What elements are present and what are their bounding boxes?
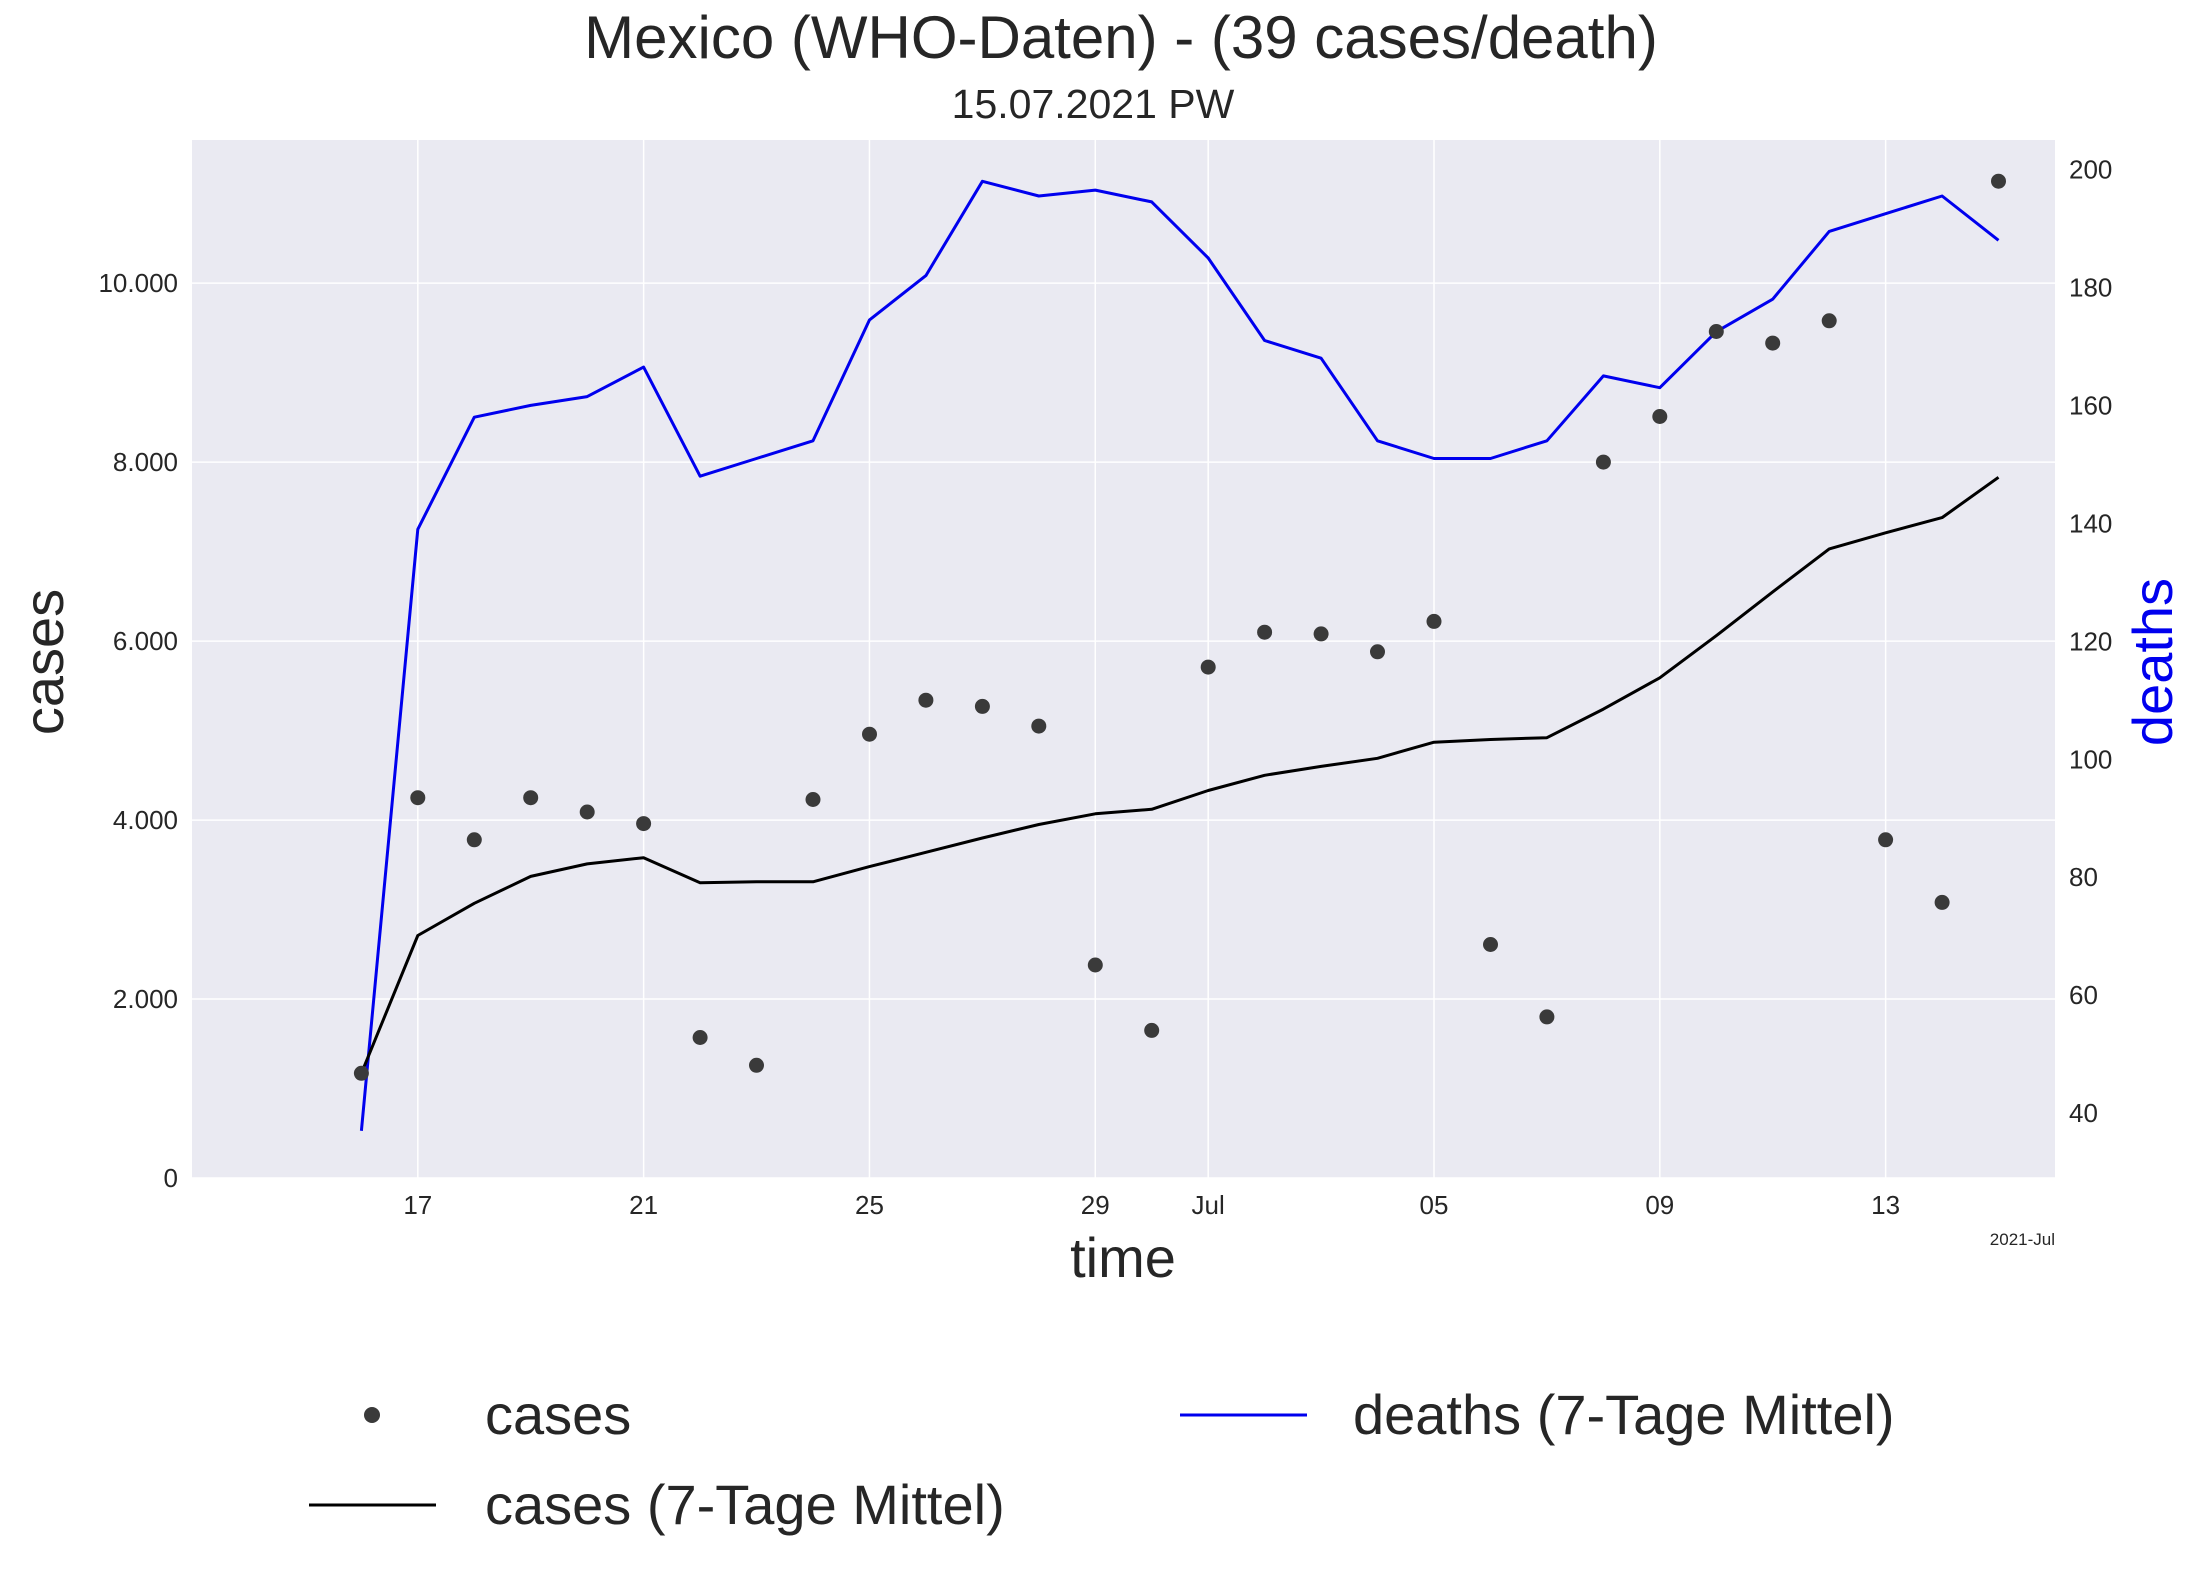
series-layer bbox=[353, 173, 2006, 1131]
x-tick-label: 13 bbox=[1871, 1190, 1900, 1220]
left-tick-label: 8.000 bbox=[113, 447, 178, 477]
cases-point bbox=[1539, 1009, 1555, 1025]
cases-point bbox=[1652, 409, 1668, 424]
right-tick-label: 100 bbox=[2069, 744, 2112, 774]
x-tick-label: 21 bbox=[629, 1190, 658, 1220]
right-tick-label: 160 bbox=[2069, 390, 2112, 420]
cases-point bbox=[353, 1065, 369, 1081]
cases-point bbox=[918, 692, 934, 708]
x-axis-ticks: 17 21 25 29 Jul 05 09 13 bbox=[403, 1190, 1900, 1220]
plot-area bbox=[192, 140, 2055, 1179]
x-tick-label: 09 bbox=[1645, 1190, 1674, 1220]
cases-avg-line bbox=[360, 476, 2000, 1074]
legend-label-cases: cases bbox=[485, 1383, 631, 1446]
grid-lines bbox=[192, 140, 2055, 1179]
cases-point bbox=[862, 726, 877, 742]
cases-point bbox=[1595, 454, 1611, 470]
cases-point bbox=[636, 816, 652, 832]
cases-point bbox=[1426, 613, 1442, 629]
left-axis-ticks: 0 2.000 4.000 6.000 8.000 10.000 bbox=[98, 268, 178, 1193]
right-tick-label: 140 bbox=[2069, 508, 2112, 538]
left-tick-label: 0 bbox=[164, 1163, 178, 1193]
legend: cases deaths (7-Tage Mittel) cases (7-Ta… bbox=[309, 1383, 1895, 1536]
x-tick-label: Jul bbox=[1192, 1190, 1225, 1220]
cases-point bbox=[805, 792, 821, 807]
x-tick-label: 17 bbox=[403, 1190, 432, 1220]
cases-point bbox=[579, 804, 595, 820]
cases-point bbox=[749, 1057, 764, 1073]
left-tick-label: 2.000 bbox=[113, 984, 178, 1014]
right-tick-label: 40 bbox=[2069, 1098, 2098, 1128]
cases-point bbox=[1878, 832, 1894, 848]
cases-point bbox=[974, 698, 990, 714]
y-axis-label-right: deaths bbox=[2121, 578, 2184, 746]
cases-point bbox=[1991, 173, 2006, 189]
x-axis-label: time bbox=[1070, 1226, 1176, 1289]
cases-point bbox=[466, 832, 482, 848]
x-tick-label: 29 bbox=[1081, 1190, 1110, 1220]
cases-point bbox=[1821, 313, 1837, 329]
cases-point bbox=[1370, 644, 1385, 660]
legend-label-cases-avg: cases (7-Tage Mittel) bbox=[485, 1473, 1005, 1536]
cases-point bbox=[1934, 894, 1950, 910]
cases-point bbox=[692, 1030, 708, 1045]
cases-point bbox=[1708, 324, 1724, 339]
y-axis-label-left: cases bbox=[12, 589, 75, 735]
left-tick-label: 6.000 bbox=[113, 626, 178, 656]
x-tick-label: 25 bbox=[855, 1190, 884, 1220]
right-axis-ticks: 40 60 80 100 120 140 160 180 200 bbox=[2069, 154, 2112, 1128]
cases-point bbox=[1200, 659, 1216, 675]
cases-point bbox=[1765, 335, 1781, 351]
x-tick-label: 05 bbox=[1420, 1190, 1449, 1220]
cases-point bbox=[1483, 937, 1498, 952]
right-tick-label: 60 bbox=[2069, 980, 2098, 1010]
right-tick-label: 80 bbox=[2069, 862, 2098, 892]
cases-point bbox=[1257, 624, 1273, 640]
chart-subtitle: 15.07.2021 PW bbox=[952, 81, 1235, 127]
legend-label-deaths-avg: deaths (7-Tage Mittel) bbox=[1353, 1383, 1895, 1446]
cases-point bbox=[523, 790, 539, 806]
chart-title: Mexico (WHO-Daten) - (39 cases/death) bbox=[584, 4, 1658, 71]
left-tick-label: 10.000 bbox=[98, 268, 178, 298]
cases-point bbox=[1144, 1022, 1160, 1038]
right-tick-label: 120 bbox=[2069, 626, 2112, 656]
x-offset-label: 2021-Jul bbox=[1990, 1230, 2055, 1249]
cases-point bbox=[410, 790, 426, 806]
cases-point bbox=[1087, 957, 1103, 973]
left-tick-label: 4.000 bbox=[113, 805, 178, 835]
right-tick-label: 180 bbox=[2069, 272, 2112, 302]
cases-point bbox=[1313, 626, 1329, 642]
plot-background bbox=[192, 140, 2055, 1178]
cases-point bbox=[1031, 718, 1047, 734]
legend-marker-cases bbox=[364, 1407, 380, 1423]
right-tick-label: 200 bbox=[2069, 154, 2112, 184]
deaths-avg-line bbox=[359, 179, 2000, 1131]
